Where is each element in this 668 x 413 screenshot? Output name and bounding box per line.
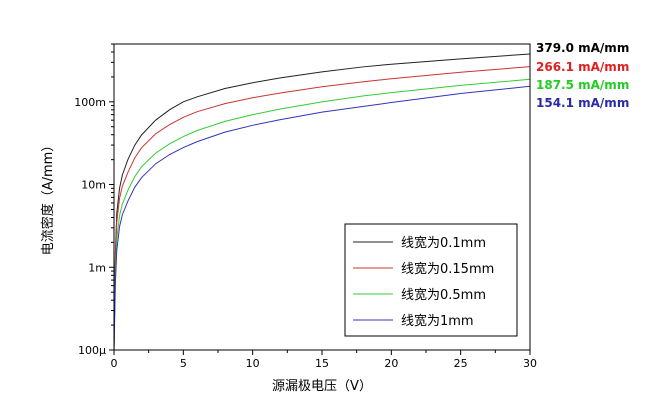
end-label-2: 187.5 mA/mm: [536, 78, 629, 92]
series-line-1: [113, 66, 531, 351]
series-layer: [113, 53, 531, 351]
series-line-2: [113, 78, 531, 351]
x-tick-label: 10: [246, 357, 260, 370]
y-axis: 100μ 1m 10m 100m: [74, 43, 114, 357]
x-tick-label: 15: [315, 357, 329, 370]
x-axis: 0 5 10 15 20 25 30: [111, 350, 537, 370]
series-line-0: [113, 53, 531, 351]
x-tick-label: 20: [384, 357, 398, 370]
legend: 线宽为0.1mm 线宽为0.15mm 线宽为0.5mm 线宽为1mm: [344, 223, 518, 337]
y-axis-title: 电流密度（A/mm）: [40, 139, 56, 256]
x-tick-label: 30: [523, 357, 537, 370]
legend-label-2: 线宽为0.5mm: [401, 287, 486, 303]
legend-label-0: 线宽为0.1mm: [401, 235, 486, 251]
end-label-3: 154.1 mA/mm: [536, 96, 629, 110]
series-line-3: [113, 85, 531, 351]
y-tick-label: 1m: [88, 261, 106, 274]
x-axis-title: 源漏极电压（V）: [272, 378, 372, 394]
end-labels: 379.0 mA/mm 266.1 mA/mm 187.5 mA/mm 154.1 m…: [536, 41, 629, 110]
x-tick-label: 25: [454, 357, 468, 370]
legend-label-3: 线宽为1mm: [401, 313, 474, 329]
legend-label-1: 线宽为0.15mm: [401, 261, 494, 277]
end-label-0: 379.0 mA/mm: [536, 41, 629, 55]
x-tick-label: 0: [111, 357, 118, 370]
end-label-1: 266.1 mA/mm: [536, 60, 629, 74]
legend-box: [344, 223, 518, 337]
y-tick-label: 100m: [74, 96, 106, 109]
y-tick-label: 100μ: [78, 344, 106, 357]
x-tick-label: 5: [180, 357, 187, 370]
y-tick-label: 10m: [81, 179, 106, 192]
